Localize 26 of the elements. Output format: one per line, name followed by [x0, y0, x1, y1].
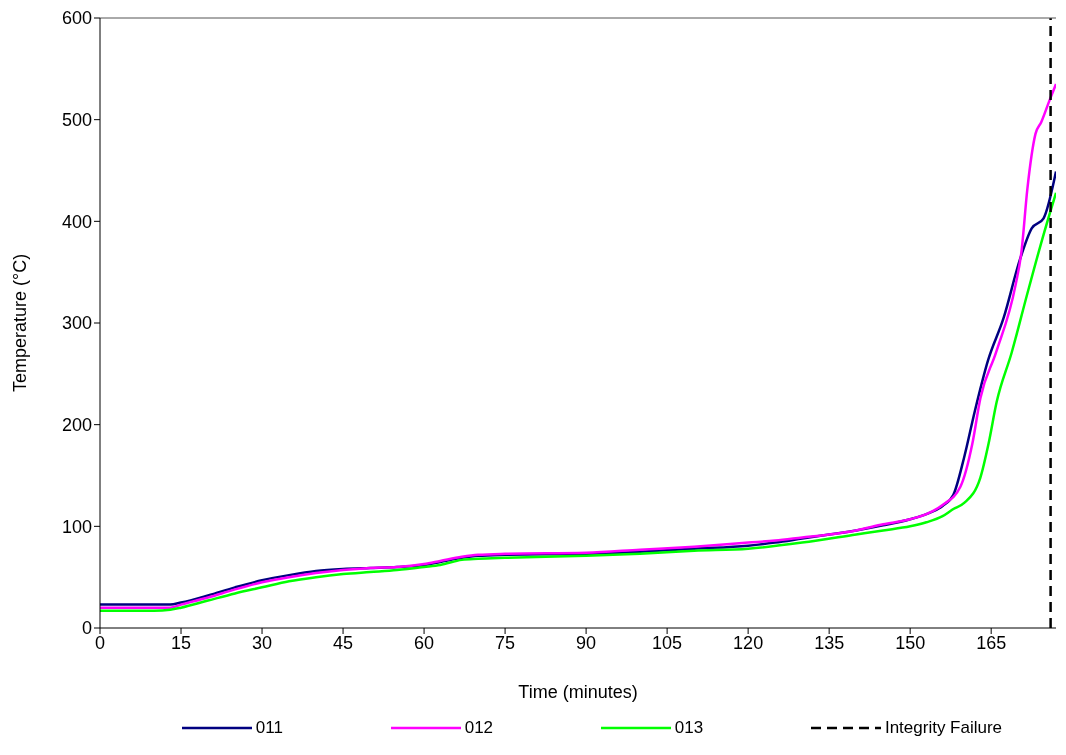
- x-tick-label: 0: [94, 632, 106, 653]
- x-tick-label: 60: [414, 632, 435, 653]
- y-tick-label: 500: [61, 110, 92, 131]
- y-tick-label: 400: [61, 211, 92, 232]
- legend-label: 011: [255, 718, 283, 738]
- x-tick-label: 90: [576, 632, 597, 653]
- legend-label: Integrity Failure: [884, 718, 1003, 738]
- legend-label: 013: [674, 718, 704, 738]
- legend-label: 012: [464, 718, 494, 738]
- x-tick-label: 45: [333, 632, 354, 653]
- y-tick-label: 100: [61, 516, 92, 537]
- x-tick-label: 165: [976, 632, 1007, 653]
- x-axis-title: Time (minutes): [518, 682, 638, 702]
- y-tick-label: 200: [61, 415, 92, 436]
- x-tick-label: 30: [252, 632, 273, 653]
- x-tick-label: 150: [895, 632, 926, 653]
- y-axis-title: Temperature (°C): [10, 253, 31, 393]
- line-series: [100, 82, 1056, 609]
- x-tick-label: 105: [652, 632, 683, 653]
- x-tick-label: 75: [495, 632, 516, 653]
- y-tick-label: 600: [61, 8, 92, 29]
- y-tick-label: 300: [61, 313, 92, 334]
- x-tick-label: 120: [733, 632, 764, 653]
- x-tick-label: 135: [814, 632, 845, 653]
- x-tick-label: 15: [171, 632, 192, 653]
- y-tick-label: 0: [81, 618, 92, 639]
